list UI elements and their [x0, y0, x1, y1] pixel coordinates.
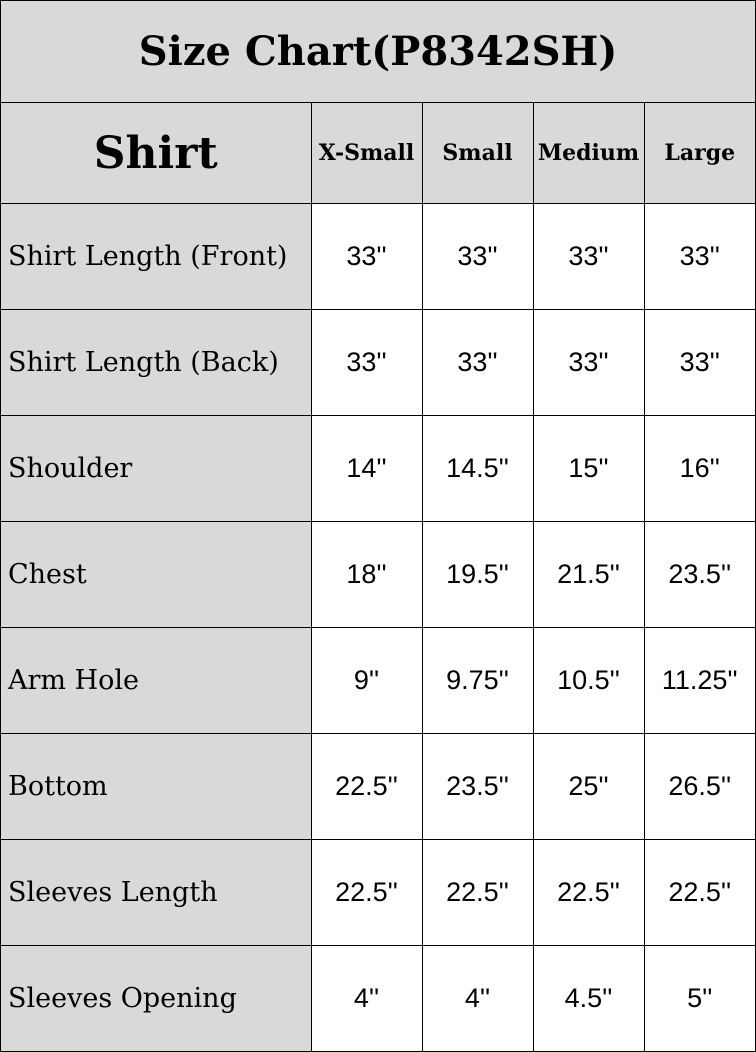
table-row: Shirt Length (Back) 33'' 33'' 33'' 33'': [1, 309, 755, 416]
measurement-value: 25'': [532, 733, 645, 840]
measurement-value: 33'': [421, 203, 534, 310]
measurement-value: 19.5'': [421, 521, 534, 628]
measurement-value: 5'': [643, 945, 755, 1051]
measurement-value: 4'': [310, 945, 423, 1051]
measurement-value: 14.5'': [421, 415, 534, 522]
measurement-label: Bottom: [1, 733, 312, 840]
measurement-value: 10.5'': [532, 627, 645, 734]
measurement-value: 4'': [421, 945, 534, 1051]
measurement-value: 22.5'': [643, 839, 755, 946]
table-row: Arm Hole 9'' 9.75'' 10.5'' 11.25'': [1, 627, 755, 734]
measurement-value: 4.5'': [532, 945, 645, 1051]
measurement-value: 33'': [532, 309, 645, 416]
section-heading: Shirt: [1, 103, 312, 204]
measurement-label: Arm Hole: [1, 627, 312, 734]
measurement-value: 21.5'': [532, 521, 645, 628]
measurement-value: 23.5'': [421, 733, 534, 840]
size-header: Medium: [532, 103, 645, 204]
measurement-value: 22.5'': [421, 839, 534, 946]
measurement-value: 16'': [643, 415, 755, 522]
table-row: Bottom 22.5'' 23.5'' 25'' 26.5'': [1, 733, 755, 840]
measurement-value: 14'': [310, 415, 423, 522]
measurement-value: 15'': [532, 415, 645, 522]
measurement-value: 33'': [643, 203, 755, 310]
table-row: Sleeves Opening 4'' 4'' 4.5'' 5'': [1, 945, 755, 1051]
measurement-value: 9.75'': [421, 627, 534, 734]
table-row: Shirt Length (Front) 33'' 33'' 33'' 33'': [1, 203, 755, 310]
measurement-value: 18'': [310, 521, 423, 628]
measurement-label: Chest: [1, 521, 312, 628]
measurement-value: 33'': [532, 203, 645, 310]
measurement-label: Shoulder: [1, 415, 312, 522]
header-row: Shirt X-Small Small Medium Large: [1, 103, 755, 204]
table-row: Shoulder 14'' 14.5'' 15'' 16'': [1, 415, 755, 522]
size-header: Large: [643, 103, 755, 204]
measurement-label: Sleeves Length: [1, 839, 312, 946]
measurement-value: 33'': [643, 309, 755, 416]
measurement-label: Sleeves Opening: [1, 945, 312, 1051]
measurement-label: Shirt Length (Back): [1, 309, 312, 416]
measurement-value: 26.5'': [643, 733, 755, 840]
measurement-value: 22.5'': [310, 733, 423, 840]
measurement-value: 22.5'': [532, 839, 645, 946]
table-row: Sleeves Length 22.5'' 22.5'' 22.5'' 22.5'': [1, 839, 755, 946]
measurement-value: 22.5'': [310, 839, 423, 946]
size-header: X-Small: [310, 103, 423, 204]
size-table: Shirt X-Small Small Medium Large Shirt L…: [1, 103, 755, 1051]
measurement-value: 33'': [310, 203, 423, 310]
measurement-value: 11.25'': [643, 627, 755, 734]
size-header: Small: [421, 103, 534, 204]
table-row: Chest 18'' 19.5'' 21.5'' 23.5'': [1, 521, 755, 628]
measurement-value: 9'': [310, 627, 423, 734]
measurement-value: 23.5'': [643, 521, 755, 628]
measurement-value: 33'': [421, 309, 534, 416]
measurement-value: 33'': [310, 309, 423, 416]
chart-title: Size Chart(P8342SH): [1, 1, 755, 103]
measurement-label: Shirt Length (Front): [1, 203, 312, 310]
